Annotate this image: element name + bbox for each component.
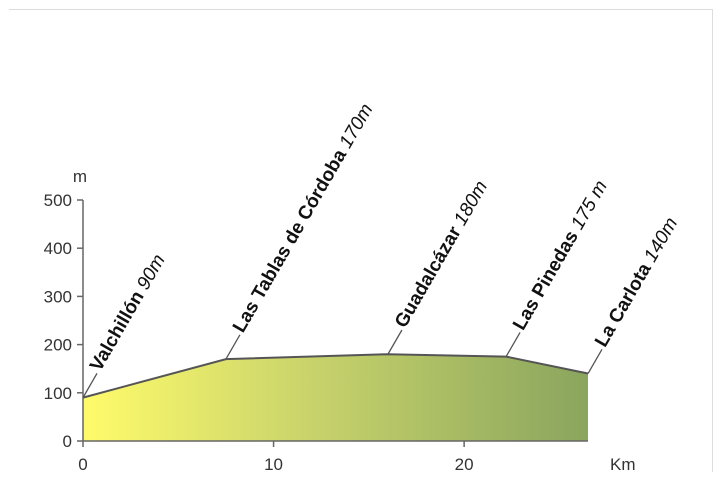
x-ticks: 0 10 20 <box>78 441 474 474</box>
x-tick-label: 0 <box>78 455 87 474</box>
waypoint-label: Las Tablas de Córdoba 170m <box>229 100 377 336</box>
waypoint-altitude: 180m <box>450 177 492 229</box>
waypoint-leader-line <box>387 329 403 355</box>
waypoint-labels: Valchillón 90m Las Tablas de Córdoba 170m… <box>82 100 682 398</box>
waypoint-leader-line <box>587 348 603 374</box>
waypoint-altitude: 140m <box>640 214 682 266</box>
waypoint-leader-line <box>82 373 98 398</box>
waypoint-name: Valchillón <box>86 283 151 375</box>
y-ticks: 0 100 200 300 400 500 <box>44 191 83 451</box>
waypoint-leader-line <box>505 332 521 357</box>
waypoint-name: Las Pinedas <box>509 223 585 334</box>
elevation-area <box>83 354 588 441</box>
y-axis-label: m <box>73 167 87 186</box>
waypoint-leader-line <box>225 334 241 360</box>
waypoint-name: Las Tablas de Córdoba <box>229 141 354 336</box>
y-tick-label: 0 <box>63 432 72 451</box>
y-tick-label: 500 <box>44 191 72 210</box>
waypoint-label: Guadalcázar 180m <box>391 177 492 331</box>
waypoint-name: La Carlota <box>591 255 658 351</box>
x-axis-label: Km <box>610 455 636 474</box>
waypoint-label: La Carlota 140m <box>591 214 682 351</box>
y-tick-label: 100 <box>44 384 72 403</box>
waypoint-name: Guadalcázar <box>391 219 468 332</box>
y-tick-label: 300 <box>44 287 72 306</box>
waypoint-altitude: 175 m <box>567 177 612 233</box>
waypoint-label: Las Pinedas 175 m <box>509 177 612 334</box>
waypoint-altitude: 170m <box>336 100 378 152</box>
x-tick-label: 10 <box>264 455 283 474</box>
chart-frame <box>9 9 713 472</box>
y-tick-label: 200 <box>44 336 72 355</box>
y-tick-label: 400 <box>44 239 72 258</box>
waypoint-altitude: 90m <box>133 251 170 294</box>
x-tick-label: 20 <box>455 455 474 474</box>
waypoint-label: Valchillón 90m <box>86 251 170 375</box>
